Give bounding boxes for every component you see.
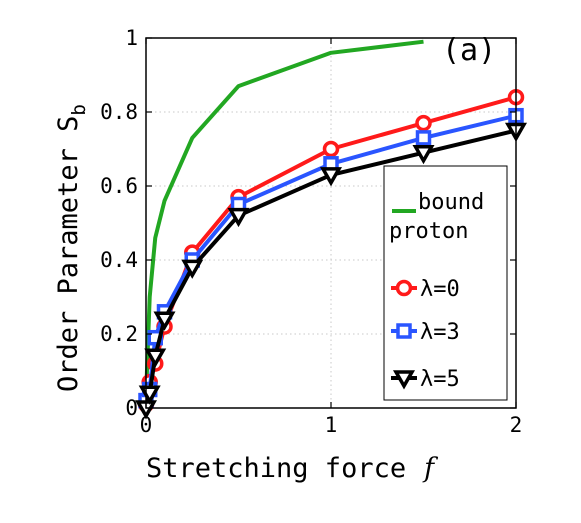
legend-label-l3: λ=3: [420, 320, 460, 345]
y-tick-label: 0.4: [100, 248, 138, 272]
data-point-l3: [415, 130, 432, 146]
legend-label-l5: λ=5: [420, 367, 460, 392]
y-tick-label: 0.8: [100, 100, 138, 124]
series-layer: [134, 39, 528, 420]
y-tick-label: 0.2: [100, 322, 138, 346]
series-bound: [144, 39, 424, 397]
legend-label-bound: bound: [418, 190, 484, 215]
y-tick-label: 1: [125, 26, 138, 50]
data-point-l5: [319, 167, 343, 187]
data-point-l5: [181, 259, 204, 279]
x-tick-label: 1: [325, 413, 338, 437]
legend-label-bound-line2: proton: [389, 219, 468, 244]
y-axis-label: Order Parameter Sb: [53, 104, 90, 392]
data-point-l0: [415, 114, 432, 132]
y-tick-label: 0.6: [100, 174, 138, 198]
data-point-l5: [153, 311, 176, 331]
legend-marker-l5: [392, 370, 416, 390]
legend-marker-l3: [396, 323, 412, 339]
legend-marker-l0: [395, 279, 413, 297]
series-l5: [134, 122, 528, 420]
series-line-bound: [144, 39, 424, 397]
legend: bound proton λ=0 λ=3 λ=5: [383, 165, 508, 401]
data-point-l5: [227, 207, 250, 228]
x-tick-label: 0: [140, 413, 153, 437]
x-axis-label: Stretching force f: [146, 453, 438, 484]
x-tick-label: 2: [510, 413, 523, 437]
data-point-l5: [144, 348, 167, 368]
y-tick-label: 0: [125, 396, 138, 420]
data-point-l0: [322, 140, 340, 158]
legend-label-l0: λ=0: [420, 277, 460, 302]
data-point-l5: [412, 144, 435, 165]
panel-label: (a): [442, 33, 496, 68]
ticks: 0 1 2 0 0.2 0.4 0.6 0.8 1: [100, 26, 522, 437]
